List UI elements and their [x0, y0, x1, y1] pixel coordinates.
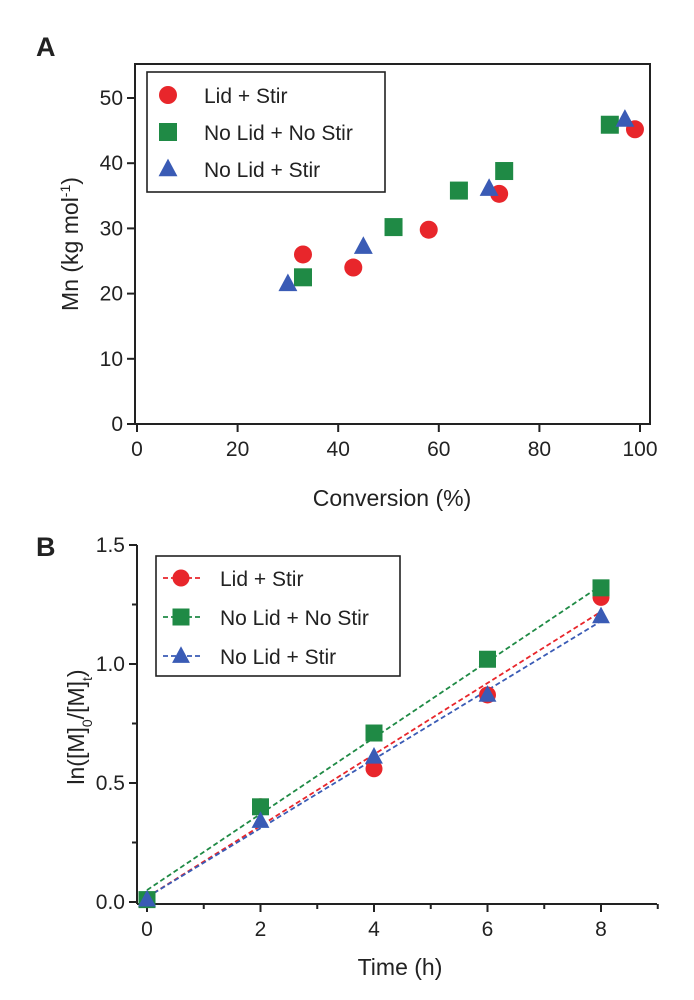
panel-a-point-square	[600, 115, 619, 134]
panel-a-ytick-label: 40	[100, 152, 123, 175]
panel-a-ytick-label: 30	[100, 217, 123, 240]
panel-a-xtick-label: 40	[327, 438, 350, 461]
panel-b-point-triangle	[251, 811, 270, 828]
panel-a-legend-box	[146, 71, 386, 193]
panel-b-legend-marker	[172, 646, 190, 663]
panel-b-letter: B	[36, 532, 56, 562]
panel-a-legend-label: No Lid + Stir	[204, 159, 320, 182]
panel-b: B 0 2 4 6 8 0.0 0.5 1.0 1.5 Time (h) ln([M]0/[M]…	[36, 532, 659, 980]
panel-a-xtick-label: 60	[427, 438, 450, 461]
panel-b-point-circle	[365, 760, 383, 778]
panel-b-xtick-label: 0	[141, 918, 153, 941]
panel-a-frame	[134, 63, 651, 425]
panel-b-point-triangle	[478, 685, 497, 702]
panel-b-ytick-label: 1.5	[96, 534, 125, 557]
panel-a-ytick-label: 50	[100, 87, 123, 110]
panel-a-point-square	[449, 181, 468, 200]
panel-a-point-triangle	[278, 273, 298, 292]
panel-a-legend-marker	[159, 123, 177, 141]
panel-a-point-square	[384, 218, 403, 237]
panel-b-point-square	[592, 579, 610, 597]
panel-b-ytick-label: 0.5	[96, 772, 125, 795]
panel-b-ytick-label: 0.0	[96, 891, 125, 914]
panel-b-point-triangle	[138, 889, 156, 907]
panel-b-point-square	[479, 650, 496, 668]
panel-b-point-square	[252, 798, 269, 816]
panel-b-point-triangle	[592, 606, 610, 624]
panel-a-ylabel: Mn (kg mol-1)	[57, 177, 83, 311]
panel-b-ytick-label: 1.0	[96, 653, 125, 676]
panel-b-ylabel: ln([M]0/[M]t)	[63, 669, 95, 784]
panel-a-xtick-label: 100	[622, 438, 657, 461]
panel-a-legend-marker	[158, 158, 178, 177]
panel-a-point-square	[495, 162, 514, 181]
panel-a-point-circle	[344, 258, 363, 277]
panel-b-legend-marker	[172, 608, 190, 626]
panel-a-legend: Lid + Stir No Lid + No Stir No Lid + Stir	[146, 71, 386, 193]
panel-a-xlabel: Conversion (%)	[313, 485, 472, 511]
panel-a-point-circle	[419, 220, 438, 239]
panel-b-legend-label: No Lid + No Stir	[220, 607, 369, 630]
panel-a-xtick-label: 20	[226, 438, 249, 461]
panel-a-legend-label: Lid + Stir	[204, 85, 287, 108]
panel-b-xlabel: Time (h)	[358, 954, 443, 980]
panel-a-point-triangle	[353, 236, 373, 254]
panel-b-legend: Lid + Stir No Lid + No Stir No Lid + Stir	[155, 555, 401, 677]
panel-b-legend-label: Lid + Stir	[220, 568, 303, 591]
panel-a-point-circle	[293, 245, 312, 264]
panel-b-xtick-label: 2	[255, 918, 267, 941]
panel-b-legend-label: No Lid + Stir	[220, 646, 336, 669]
panel-a-letter: A	[36, 32, 56, 62]
panel-b-xtick-label: 6	[482, 918, 494, 941]
panel-b-xtick-label: 8	[595, 918, 607, 941]
panel-a-point-square	[293, 268, 312, 287]
panel-a-xtick-label: 0	[131, 438, 143, 461]
panel-a-point-triangle	[615, 109, 635, 127]
panel-a-point-triangle	[479, 178, 499, 196]
panel-b-xtick-label: 4	[368, 918, 380, 941]
panel-a-legend-label: No Lid + No Stir	[204, 122, 353, 145]
panel-a-ytick-label: 20	[100, 283, 123, 306]
panel-a-legend-marker	[159, 86, 177, 104]
panel-b-point-square	[365, 724, 383, 742]
panel-b-legend-marker	[172, 569, 190, 587]
panel-a-xtick-label: 80	[528, 438, 551, 461]
panel-a-ytick-label: 10	[100, 348, 123, 371]
panel-a-ytick-label: 0	[111, 413, 123, 436]
panel-a: A 0 20 40 60 80 100 0 10 20 30 40 50 Conversion (%)…	[36, 32, 658, 511]
panel-b-point-triangle	[365, 747, 383, 764]
